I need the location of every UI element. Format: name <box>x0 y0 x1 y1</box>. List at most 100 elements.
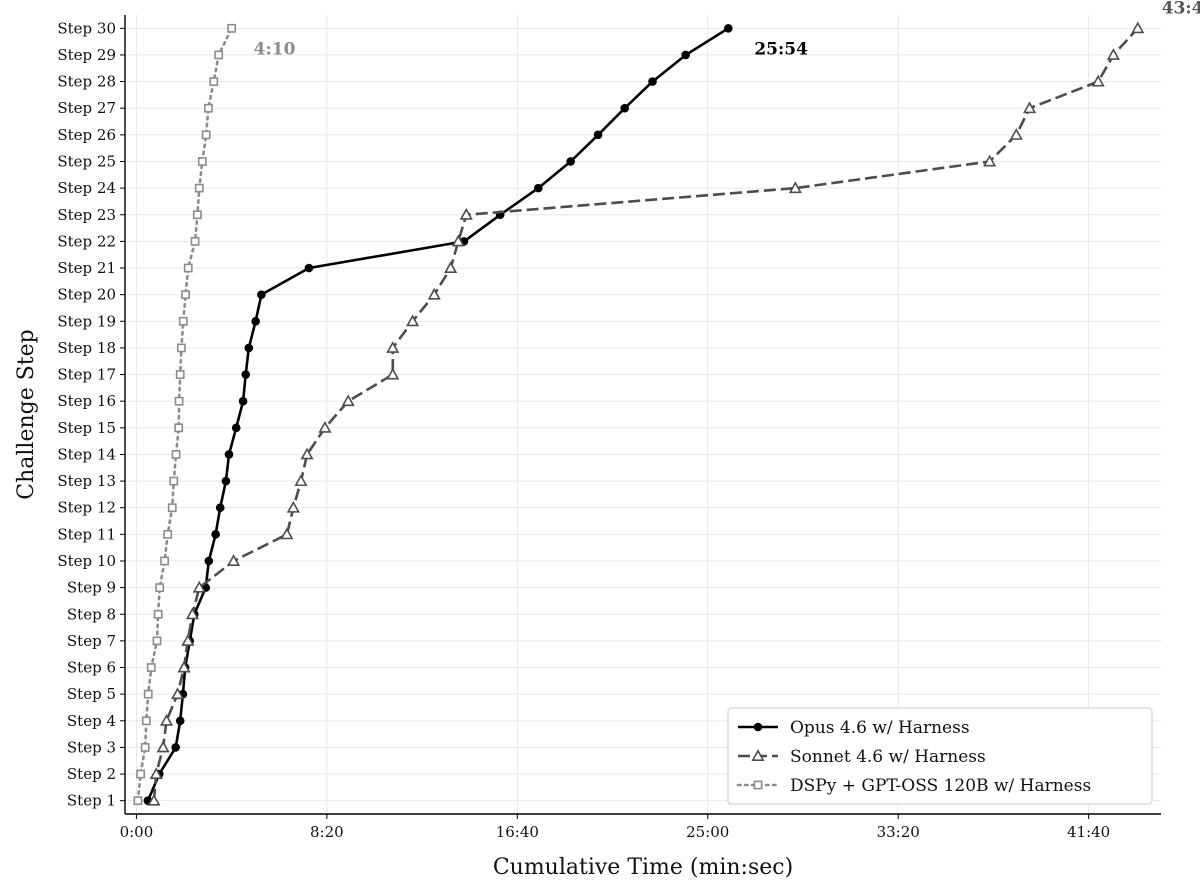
data-point <box>648 77 657 86</box>
data-point <box>724 24 733 33</box>
data-point <box>146 663 156 672</box>
data-point <box>238 396 248 406</box>
y-tick-label: Step 24 <box>57 179 116 197</box>
x-tick-label: 16:40 <box>496 823 539 841</box>
end-label: 4:10 <box>254 39 296 59</box>
end-label: 25:54 <box>754 39 808 59</box>
data-point <box>181 634 195 646</box>
data-point <box>983 154 997 167</box>
data-point <box>251 316 260 326</box>
data-point <box>444 261 458 273</box>
legend-label: DSPy + GPT-OSS 120B w/ Harness <box>790 776 1091 796</box>
data-point <box>201 130 211 140</box>
data-point <box>140 743 150 752</box>
y-tick-label: Step 27 <box>57 99 116 117</box>
data-point <box>593 130 603 140</box>
y-tick-label: Step 19 <box>57 312 116 330</box>
series-line <box>136 26 233 803</box>
data-point <box>147 793 161 806</box>
data-point <box>226 554 241 566</box>
legend-swatch-marker <box>753 722 763 732</box>
data-point <box>1106 48 1120 60</box>
data-point <box>176 343 186 353</box>
x-axis-title: Cumulative Time (min:sec) <box>493 855 793 880</box>
y-tick-label: Step 12 <box>57 499 116 517</box>
y-tick-label: Step 2 <box>67 765 116 783</box>
legend: Opus 4.6 w/ Harness Sonnet 4.6 w/ Harness… <box>727 707 1153 805</box>
data-point <box>214 50 224 60</box>
data-point <box>197 157 207 166</box>
data-point <box>257 290 266 299</box>
data-point <box>185 607 199 620</box>
y-tick-label: Step 3 <box>67 738 116 756</box>
data-point <box>681 50 690 60</box>
x-tick-label: 41:40 <box>1067 823 1110 841</box>
data-point <box>181 290 190 300</box>
y-tick-label: Step 28 <box>57 73 116 91</box>
data-point <box>177 660 191 673</box>
legend-item: Opus 4.6 w/ Harness <box>738 718 970 738</box>
legend-label: Sonnet 4.6 w/ Harness <box>790 747 986 767</box>
y-tick-label: Step 20 <box>57 286 116 304</box>
x-tick-label: 33:20 <box>877 823 920 841</box>
y-axis-ticks: Step 1 Step 2 Step 3 Step 4 Step 5 Step 6 Step… <box>57 19 125 810</box>
data-point <box>1023 101 1037 114</box>
data-point <box>204 556 214 566</box>
x-tick-label: 0:00 <box>120 823 154 841</box>
data-point <box>160 556 170 566</box>
series-1 <box>143 24 733 805</box>
series-2 <box>147 21 1145 806</box>
x-tick-label: 25:00 <box>686 823 729 841</box>
data-point <box>136 769 146 779</box>
y-tick-label: Step 13 <box>57 472 116 490</box>
data-point <box>149 767 163 780</box>
y-tick-label: Step 23 <box>57 206 116 224</box>
series-line <box>152 27 1139 801</box>
end-annotations: 25:54 43:49 4:10 <box>254 0 1200 59</box>
y-tick-label: Step 22 <box>57 232 116 250</box>
data-point <box>159 713 174 726</box>
data-point <box>341 394 355 407</box>
x-axis-ticks: 0:00 8:20 16:40 25:00 33:20 41:40 <box>120 814 1110 841</box>
data-point <box>459 207 473 220</box>
data-point <box>318 420 332 433</box>
y-tick-label: Step 11 <box>57 525 116 543</box>
data-point <box>171 743 180 752</box>
y-tick-label: Step 16 <box>57 392 116 410</box>
y-tick-label: Step 7 <box>67 632 116 650</box>
data-point <box>231 423 241 433</box>
y-tick-label: Step 4 <box>67 712 116 730</box>
data-point <box>451 234 465 247</box>
data-point <box>178 316 188 326</box>
legend-box <box>727 707 1153 805</box>
data-point <box>1091 74 1105 87</box>
data-point <box>194 183 204 193</box>
data-point <box>244 343 254 353</box>
data-point <box>533 183 543 193</box>
grid-lines <box>125 15 1161 814</box>
data-point <box>788 181 802 194</box>
y-tick-label: Step 5 <box>67 685 116 703</box>
data-point <box>204 103 213 113</box>
y-tick-label: Step 8 <box>67 605 116 623</box>
data-point <box>167 503 177 513</box>
end-label: 43:49 <box>1162 0 1200 18</box>
data-point <box>156 740 170 753</box>
data-point <box>406 314 420 327</box>
y-tick-label: Step 15 <box>57 419 116 437</box>
y-axis-title: Challenge Step <box>14 329 39 500</box>
data-point <box>1131 21 1145 34</box>
data-point <box>566 157 575 166</box>
data-point <box>427 287 441 300</box>
y-tick-label: Step 6 <box>67 659 116 677</box>
legend-label: Opus 4.6 w/ Harness <box>790 718 970 738</box>
y-tick-label: Step 21 <box>57 259 116 277</box>
data-point <box>163 529 173 539</box>
y-tick-label: Step 14 <box>57 445 116 463</box>
data-point <box>171 450 181 459</box>
series-line <box>146 27 729 802</box>
data-point <box>620 103 630 113</box>
y-tick-label: Step 1 <box>67 792 116 810</box>
data-point <box>141 716 151 726</box>
data-point <box>174 396 184 406</box>
